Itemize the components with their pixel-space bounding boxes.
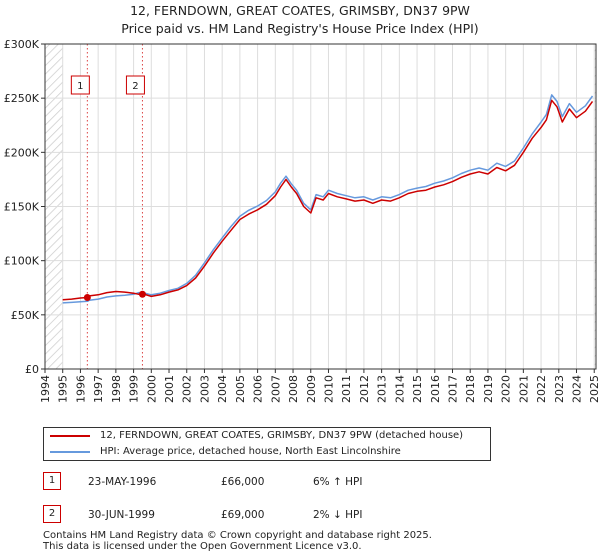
x-tick-label-2021: 2021	[517, 375, 530, 403]
x-tick-label-2000: 2000	[145, 375, 158, 403]
x-tick-label-2019: 2019	[482, 375, 495, 403]
series-line-hpi	[62, 94, 594, 304]
x-tick-label-2018: 2018	[464, 375, 477, 403]
sale-marker-1: 1	[43, 472, 61, 490]
x-tick-label-2025: 2025	[588, 375, 600, 403]
sale-price-1: £66,000	[221, 476, 265, 488]
y-tick-label-50000: £50K	[11, 309, 40, 322]
legend-label-hpi: HPI: Average price, detached house, Nort…	[100, 446, 401, 457]
footer-line2: This data is licensed under the Open Gov…	[43, 541, 362, 552]
x-tick-label-2012: 2012	[358, 375, 371, 403]
sale-date-1: 23-MAY-1996	[88, 476, 157, 488]
footer-line1: Contains HM Land Registry data © Crown c…	[43, 530, 432, 541]
footer: Contains HM Land Registry data © Crown c…	[43, 530, 432, 552]
x-tick-label-2002: 2002	[181, 375, 194, 403]
price-chart: 1 2 £0 £50K £100K £150K £200K £250K £300K 1994 1…	[4, 38, 600, 403]
x-tick-label-2016: 2016	[429, 375, 442, 403]
sale-price-2: £69,000	[221, 509, 265, 521]
y-tick-label-150000: £150K	[4, 201, 40, 214]
y-tick-label-100000: £100K	[4, 255, 40, 268]
legend: 12, FERNDOWN, GREAT COATES, GRIMSBY, DN3…	[43, 427, 491, 461]
y-tick-label-0: £0	[25, 363, 39, 376]
x-tick-label-2023: 2023	[553, 375, 566, 403]
sale-point-1	[83, 294, 91, 301]
sale-marker-box-2: 2	[125, 75, 145, 95]
sale-marker-text-2: 2	[132, 81, 138, 92]
x-tick-label-1996: 1996	[74, 375, 87, 403]
x-tick-label-2024: 2024	[571, 375, 584, 403]
x-tick-label-1999: 1999	[128, 375, 141, 403]
x-tick-label-2001: 2001	[163, 375, 176, 403]
sale-marker-rect-2	[125, 75, 145, 95]
x-tick-label-2006: 2006	[252, 375, 265, 403]
x-tick-label-2022: 2022	[535, 375, 548, 403]
x-tick-label-1997: 1997	[92, 375, 105, 403]
sale-date-2: 30-JUN-1999	[88, 509, 155, 521]
x-tick-label-2017: 2017	[446, 375, 459, 403]
sale-hpi-1: 6% ↑ HPI	[313, 476, 363, 488]
x-tick-label-2011: 2011	[340, 375, 353, 403]
x-tick-label-2009: 2009	[305, 375, 318, 403]
x-tick-label-2010: 2010	[322, 375, 335, 403]
x-tick-label-2020: 2020	[500, 375, 513, 403]
x-tick-label-2004: 2004	[216, 375, 229, 403]
x-tick-label-2013: 2013	[376, 375, 389, 403]
x-tick-label-2007: 2007	[269, 375, 282, 403]
x-tick-label-2003: 2003	[198, 375, 211, 403]
sale-marker-text-1: 1	[77, 81, 83, 92]
x-tick-label-2014: 2014	[393, 375, 406, 403]
legend-swatch-property	[50, 435, 90, 437]
x-tick-label-2005: 2005	[234, 375, 247, 403]
x-tick-label-1998: 1998	[110, 375, 123, 403]
legend-swatch-hpi	[50, 451, 90, 453]
y-tick-label-200000: £200K	[4, 146, 40, 159]
chart-title-line1: 12, FERNDOWN, GREAT COATES, GRIMSBY, DN3…	[130, 3, 470, 18]
x-tick-label-2015: 2015	[411, 375, 424, 403]
x-tick-label-1994: 1994	[39, 375, 52, 403]
legend-label-property: 12, FERNDOWN, GREAT COATES, GRIMSBY, DN3…	[100, 430, 464, 441]
sale-point-2	[138, 290, 146, 298]
chart-title-line2: Price paid vs. HM Land Registry's House …	[121, 21, 479, 36]
sale-marker-2: 2	[43, 505, 61, 523]
x-tick-label-1995: 1995	[57, 375, 70, 403]
x-tick-label-2008: 2008	[287, 375, 300, 403]
sale-marker-rect-1	[70, 75, 90, 95]
y-tick-label-300000: £300K	[4, 38, 40, 51]
sale-marker-box-1: 1	[70, 75, 90, 95]
sale-hpi-2: 2% ↓ HPI	[313, 509, 363, 521]
y-tick-label-250000: £250K	[4, 92, 40, 105]
